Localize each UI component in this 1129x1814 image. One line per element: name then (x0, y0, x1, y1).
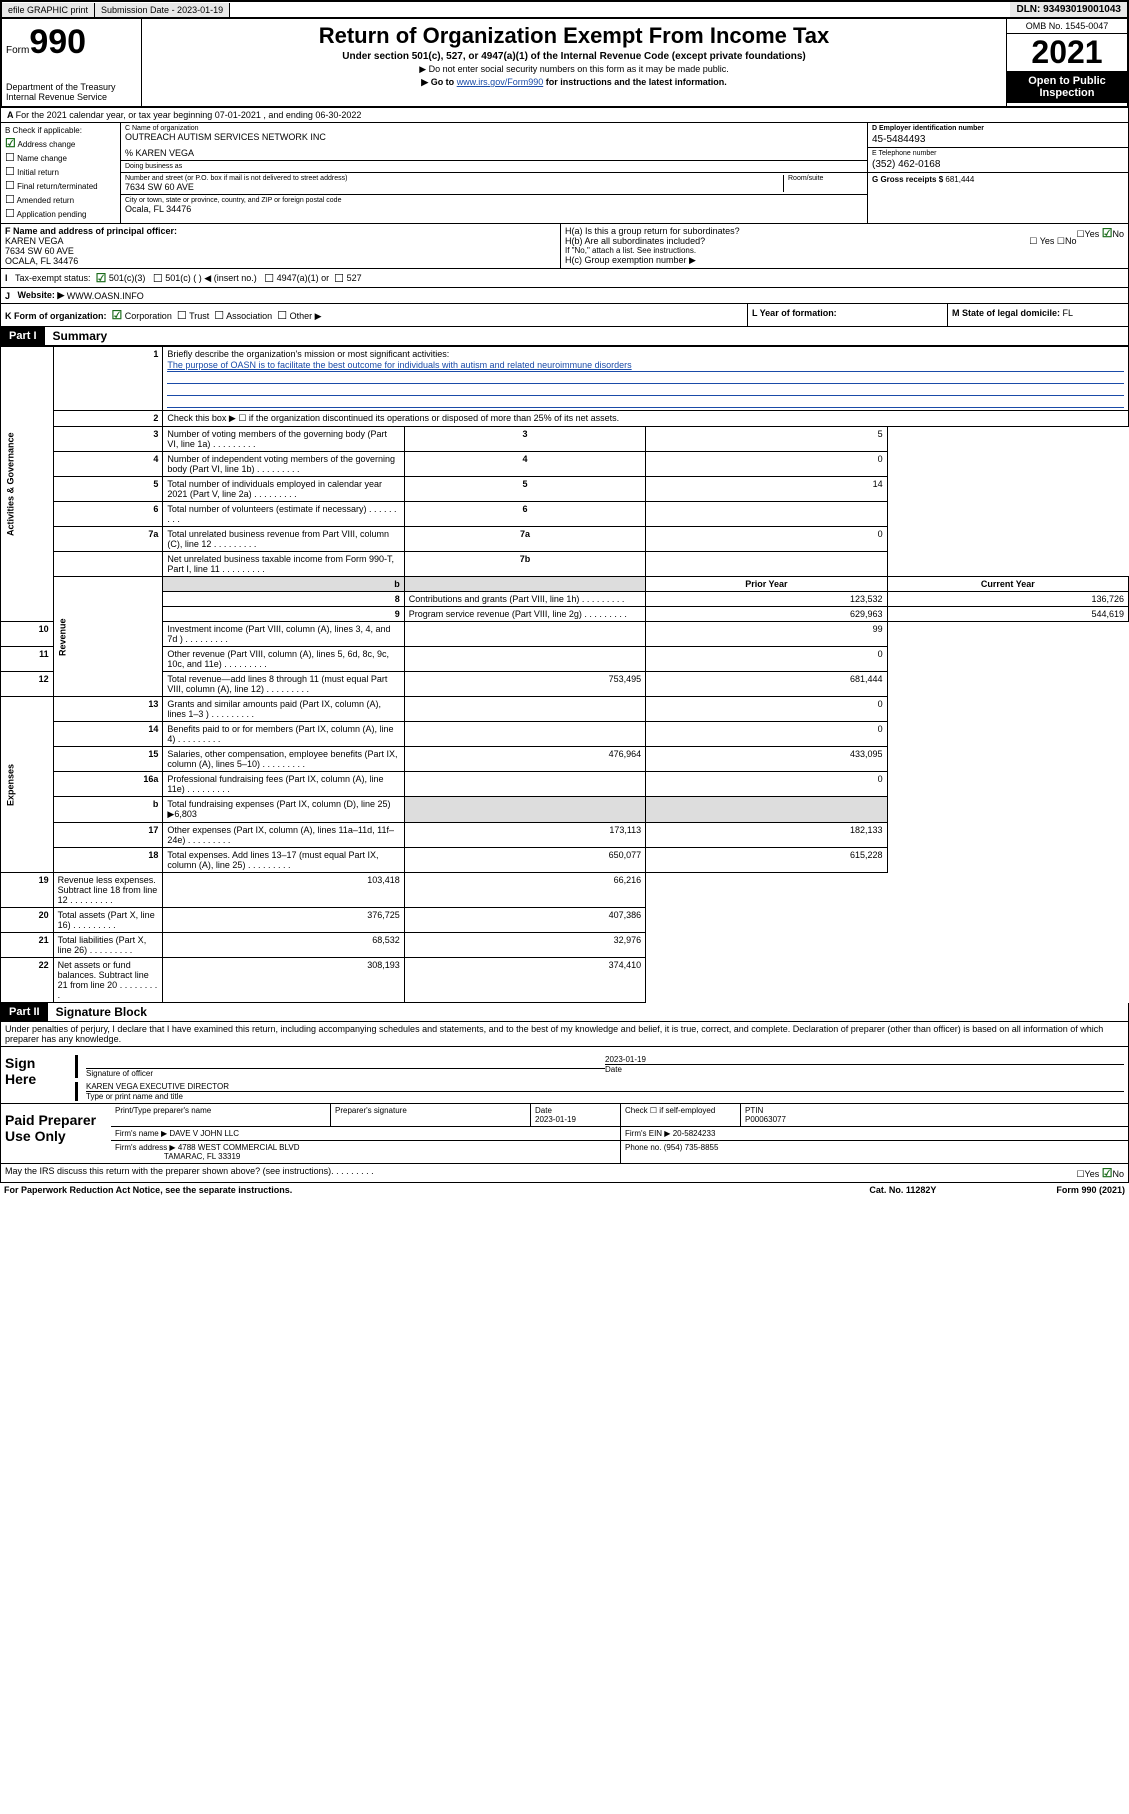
form-footer: Form 990 (2021) (1056, 1185, 1125, 1195)
klm-row: K Form of organization: ☑ Corporation ☐ … (0, 304, 1129, 327)
col-b: B Check if applicable: ☑ Address change … (1, 123, 121, 223)
ein: 45-5484493 (872, 134, 1124, 145)
row-a: A For the 2021 calendar year, or tax yea… (0, 108, 1129, 123)
cb-initial-return[interactable]: ☐ Initial return (5, 165, 116, 178)
cb-501c3[interactable]: ☑ (96, 271, 107, 285)
dept: Department of the Treasury (6, 82, 137, 92)
top-bar: efile GRAPHIC print Submission Date - 20… (0, 0, 1129, 19)
tax-year: 2021 (1007, 34, 1127, 71)
summary-table: Activities & Governance 1 Briefly descri… (0, 346, 1129, 1003)
state-domicile: FL (1063, 308, 1074, 318)
gross-receipts: 681,444 (945, 175, 974, 184)
open-public: Open to Public Inspection (1007, 71, 1127, 103)
efile-button[interactable]: efile GRAPHIC print (2, 3, 95, 17)
cb-other[interactable]: ☐ (277, 310, 287, 322)
form-title: Return of Organization Exempt From Incom… (146, 23, 1002, 49)
firm-addr: 4788 WEST COMMERCIAL BLVD (178, 1143, 300, 1152)
part2-header: Part II Signature Block (0, 1003, 1129, 1022)
vtab-revenue: Revenue (53, 577, 163, 697)
form-number: 990 (29, 23, 86, 61)
form-word: Form (6, 45, 29, 56)
officer-sig-name: KAREN VEGA EXECUTIVE DIRECTOR (86, 1082, 1124, 1091)
col-c: C Name of organization OUTREACH AUTISM S… (121, 123, 868, 223)
submission-date: Submission Date - 2023-01-19 (95, 3, 230, 17)
cb-assoc[interactable]: ☐ (214, 310, 224, 322)
irs: Internal Revenue Service (6, 92, 137, 102)
firm-ein: 20-5824233 (673, 1129, 716, 1138)
paid-preparer-section: Paid Preparer Use Only Print/Type prepar… (0, 1104, 1129, 1164)
care-of: % KAREN VEGA (125, 148, 863, 158)
city-state-zip: Ocala, FL 34476 (125, 204, 863, 214)
sub2: ▶ Do not enter social security numbers o… (146, 64, 1002, 75)
cb-address-change[interactable]: ☑ Address change (5, 136, 116, 150)
declaration: Under penalties of perjury, I declare th… (0, 1022, 1129, 1047)
cat-no: Cat. No. 11282Y (869, 1185, 936, 1195)
officer-name: KAREN VEGA (5, 236, 64, 246)
sign-date: 2023-01-19 (605, 1055, 1124, 1064)
dln: DLN: 93493019001043 (1010, 2, 1127, 17)
cb-final-return[interactable]: ☐ Final return/terminated (5, 179, 116, 192)
website: WWW.OASN.INFO (67, 291, 144, 301)
paid-date: 2023-01-19 (535, 1115, 576, 1124)
cb-amended-return[interactable]: ☐ Amended return (5, 193, 116, 206)
officer-row: F Name and address of principal officer:… (0, 224, 1129, 269)
section-bc: B Check if applicable: ☑ Address change … (0, 123, 1129, 224)
cb-corp[interactable]: ☑ (112, 308, 123, 322)
sub1: Under section 501(c), 527, or 4947(a)(1)… (146, 51, 1002, 62)
cb-app-pending[interactable]: ☐ Application pending (5, 207, 116, 220)
vtab-expenses: Expenses (1, 697, 54, 873)
part1-header: Part I Summary (0, 327, 1129, 346)
ptin: P00063077 (745, 1115, 786, 1124)
mission-text: The purpose of OASN is to facilitate the… (167, 359, 1124, 372)
form990-link[interactable]: www.irs.gov/Form990 (457, 77, 544, 87)
footer: For Paperwork Reduction Act Notice, see … (0, 1183, 1129, 1197)
form-header: Form990 Department of the Treasury Inter… (0, 19, 1129, 108)
sign-section: Sign Here Signature of officer 2023-01-1… (0, 1047, 1129, 1104)
vtab-governance: Activities & Governance (1, 347, 54, 622)
website-row: J Website: ▶ WWW.OASN.INFO (0, 288, 1129, 304)
cb-name-change[interactable]: ☐ Name change (5, 151, 116, 164)
discuss-row: May the IRS discuss this return with the… (0, 1164, 1129, 1183)
firm-phone: (954) 735-8855 (664, 1143, 719, 1152)
cb-4947[interactable]: ☐ (264, 272, 274, 285)
org-name: OUTREACH AUTISM SERVICES NETWORK INC (125, 132, 863, 142)
phone: (352) 462-0168 (872, 159, 1124, 170)
tax-status-row: I Tax-exempt status: ☑ 501(c)(3) ☐ 501(c… (0, 269, 1129, 288)
street-address: 7634 SW 60 AVE (125, 182, 783, 192)
omb: OMB No. 1545-0047 (1007, 19, 1127, 34)
firm-name: DAVE V JOHN LLC (169, 1129, 239, 1138)
cb-501c[interactable]: ☐ (153, 272, 163, 285)
cb-527[interactable]: ☐ (334, 272, 344, 285)
col-de: D Employer identification number 45-5484… (868, 123, 1128, 223)
cb-trust[interactable]: ☐ (177, 310, 187, 322)
